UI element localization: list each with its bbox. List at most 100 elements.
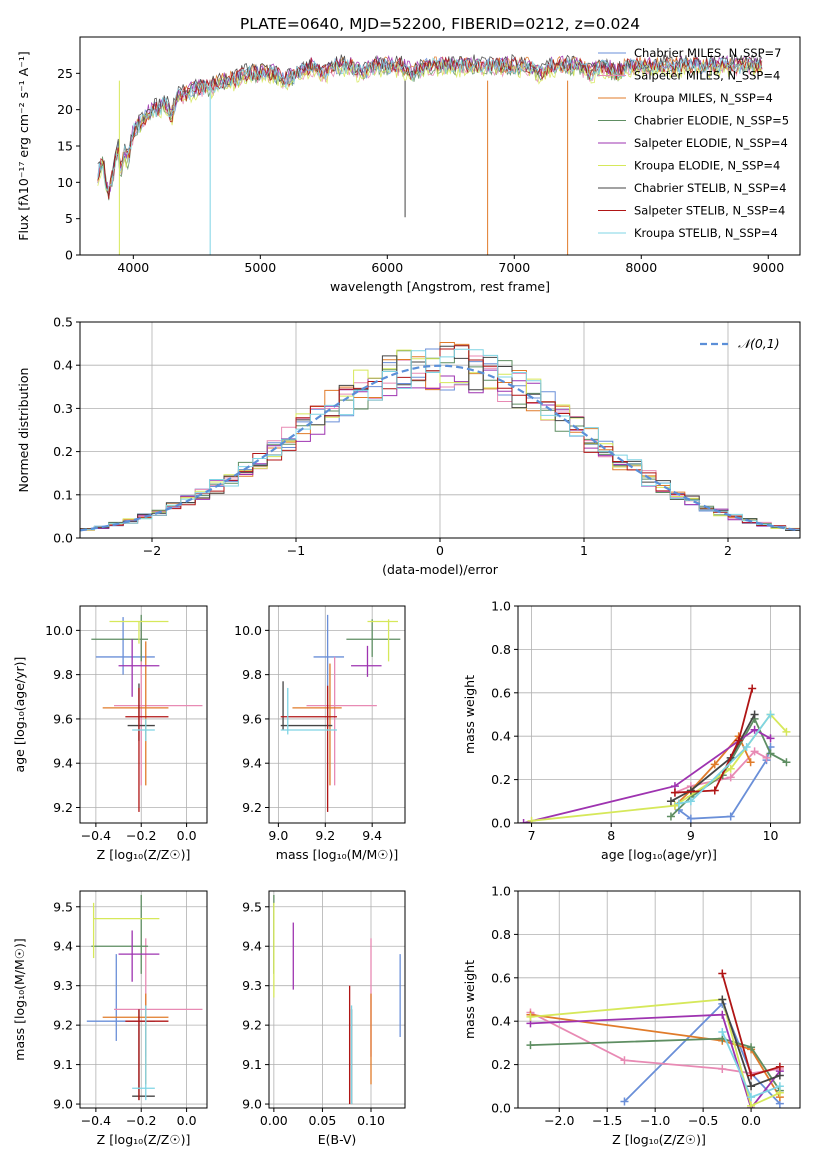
legend-label: Kroupa ELODIE, N_SSP=4 (634, 159, 780, 173)
y-tick-label: 9.8 (53, 667, 73, 682)
y-tick-label: 1.0 (491, 599, 511, 614)
y-tick-label: 1.0 (491, 884, 511, 899)
y-tick-label: 0.4 (53, 358, 73, 373)
x-tick-label: −1.0 (640, 1113, 670, 1128)
errorbar-group (273, 894, 401, 1105)
y-tick-label: 9.0 (242, 1097, 262, 1112)
y-tick-label: 0.6 (491, 970, 511, 985)
weight-marker (734, 736, 743, 745)
weight-marker (718, 1010, 727, 1019)
weight-marker (750, 747, 759, 756)
errorbar-group (280, 614, 401, 812)
errorbar-group (91, 614, 203, 812)
y-tick-label: 0.0 (491, 1101, 511, 1116)
y-tick-label: 0.2 (491, 1057, 511, 1072)
histogram-steps (80, 342, 800, 532)
x-tick-label: −0.2 (126, 828, 156, 843)
weight-series-line (678, 713, 772, 805)
weight-marker (782, 727, 791, 736)
x-tick-label: 9.2 (315, 828, 335, 843)
axes-frame-weight-Z (517, 890, 801, 1109)
axes-frame-weight-age (517, 605, 801, 824)
weight-marker (686, 797, 695, 806)
x-tick-label: 0.00 (260, 1113, 288, 1128)
weight-series-line (670, 716, 787, 818)
weight-marker (748, 684, 757, 693)
weight-marker (750, 710, 759, 719)
y-tick-label: 9.5 (53, 899, 73, 914)
weight-marker (674, 799, 683, 808)
weight-marker (782, 758, 791, 767)
weight-marker (666, 812, 675, 821)
y-tick-label: 9.5 (242, 899, 262, 914)
x-axis-label: age [log₁₀(age/yr)] (601, 847, 717, 862)
weight-marker (726, 773, 735, 782)
weight-lines (526, 969, 784, 1108)
weight-marker (666, 797, 675, 806)
y-tick-label: 10 (57, 175, 73, 190)
weight-marker (766, 710, 775, 719)
y-tick-label: 9.8 (242, 667, 262, 682)
y-axis-label: Normed distribution (16, 368, 31, 493)
axes-frame-mass-EBV (268, 890, 406, 1109)
x-tick-label: 7 (528, 828, 536, 843)
y-tick-label: 10.0 (234, 623, 262, 638)
axes-frame-age-Z (79, 605, 208, 824)
x-tick-label: −1 (287, 543, 305, 558)
weight-marker (746, 758, 755, 767)
y-tick-label: 25 (57, 66, 73, 81)
x-tick-label: 8 (607, 828, 615, 843)
weight-marker (747, 1093, 756, 1102)
y-axis-label: mass weight (462, 675, 477, 754)
weight-marker (775, 1062, 784, 1071)
x-tick-label: −0.5 (688, 1113, 718, 1128)
y-tick-label: 0.2 (491, 772, 511, 787)
weight-marker (710, 786, 719, 795)
weight-marker (762, 753, 771, 762)
weight-marker (726, 812, 735, 821)
x-tick-label: −0.4 (81, 1113, 111, 1128)
y-tick-label: 9.3 (242, 978, 262, 993)
y-tick-label: 9.2 (53, 800, 73, 815)
weight-marker (526, 1012, 535, 1021)
y-tick-label: 9.6 (242, 711, 262, 726)
x-tick-label: 2 (724, 543, 732, 558)
weight-marker (766, 734, 775, 743)
legend-label: 𝒩(0,1) (738, 336, 780, 351)
y-tick-label: 0.4 (491, 1014, 511, 1029)
y-tick-label: 9.4 (53, 939, 73, 954)
legend-label: Chabrier MILES, N_SSP=7 (634, 46, 781, 60)
weight-marker (718, 995, 727, 1004)
x-tick-label: 8000 (625, 260, 657, 275)
x-axis-label: Z [log₁₀(Z/Z☉)] (97, 847, 191, 862)
x-tick-label: 0.05 (309, 1113, 337, 1128)
weight-marker (710, 760, 719, 769)
y-tick-label: 9.1 (53, 1057, 73, 1072)
axes-frame-mass-Z (79, 890, 208, 1109)
x-tick-label: 0 (436, 543, 444, 558)
x-axis-label: (data-model)/error (382, 562, 499, 577)
x-axis-label: E(B-V) (318, 1132, 357, 1147)
y-tick-label: 9.6 (53, 711, 73, 726)
x-tick-label: 0.0 (177, 1113, 197, 1128)
errorbar-group (86, 894, 203, 1101)
spectrum-line (97, 56, 763, 200)
x-tick-label: 6000 (371, 260, 403, 275)
y-tick-label: 0.0 (491, 816, 511, 831)
y-tick-label: 9.2 (242, 1018, 262, 1033)
weight-marker (686, 814, 695, 823)
y-tick-label: 9.0 (53, 1097, 73, 1112)
y-tick-label: 0.6 (491, 685, 511, 700)
y-tick-label: 15 (57, 139, 73, 154)
weight-marker (519, 819, 528, 823)
weight-marker (527, 816, 536, 823)
normal-curve (80, 364, 800, 532)
y-tick-label: 0.3 (53, 401, 73, 416)
figure-title: PLATE=0640, MJD=52200, FIBERID=0212, z=0… (240, 15, 640, 33)
x-axis-label: wavelength [Angstrom, rest frame] (330, 279, 550, 294)
y-tick-label: 0.4 (491, 729, 511, 744)
y-tick-label: 5 (65, 211, 73, 226)
weight-series-line (523, 728, 771, 823)
y-tick-label: 0.8 (491, 927, 511, 942)
